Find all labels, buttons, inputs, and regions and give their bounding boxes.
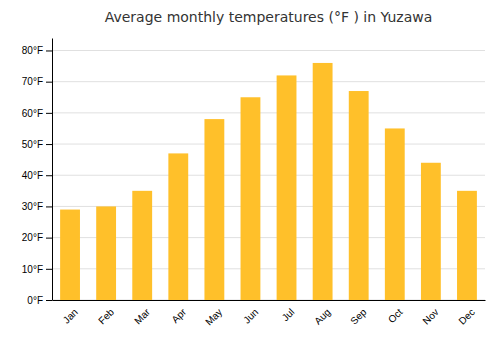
y-tick-label: 10°F <box>22 264 43 275</box>
y-tick: 10°F <box>22 264 52 275</box>
x-tick-label: Nov <box>420 306 440 326</box>
x-tick-label: Jan <box>61 306 80 325</box>
x-tick: Jul <box>280 306 297 323</box>
bar <box>349 91 369 300</box>
y-tick-mark <box>46 50 52 51</box>
x-tick: Jun <box>241 306 260 325</box>
bar <box>457 191 477 300</box>
y-axis-line <box>52 39 53 301</box>
x-tick-label: Aug <box>312 306 332 326</box>
bar <box>313 63 333 300</box>
y-tick-label: 40°F <box>22 170 43 181</box>
y-tick-label: 0°F <box>27 295 43 306</box>
y-tick-label: 50°F <box>22 139 43 150</box>
x-tick: Feb <box>96 306 116 326</box>
x-axis: Jan Feb Mar Apr May Jun Jul Aug Sep Oct Nov Dec <box>53 301 486 328</box>
bars <box>60 63 477 300</box>
x-tick: Oct <box>386 306 405 325</box>
y-tick-mark <box>46 238 52 239</box>
x-tick-label: Jun <box>241 306 260 325</box>
y-tick-label: 60°F <box>22 108 43 119</box>
grid-line <box>52 112 485 113</box>
y-tick-mark <box>46 82 52 83</box>
bar <box>421 163 441 300</box>
y-tick: 30°F <box>22 201 52 212</box>
grid-line <box>52 206 485 207</box>
y-tick-label: 70°F <box>22 76 43 87</box>
grid-line <box>52 175 485 176</box>
x-tick: Sep <box>348 306 369 327</box>
bar <box>277 75 297 300</box>
x-tick: Jan <box>61 306 80 325</box>
grid-line <box>52 237 485 238</box>
bar <box>241 97 261 300</box>
y-tick-label: 20°F <box>22 232 43 243</box>
y-tick-mark <box>46 175 52 176</box>
grid-line <box>52 144 485 145</box>
y-tick-mark <box>46 113 52 114</box>
grid-line <box>52 300 485 301</box>
x-tick-label: May <box>203 306 224 327</box>
grid-line <box>52 268 485 269</box>
x-tick: Aug <box>312 306 332 326</box>
y-tick: 70°F <box>22 76 52 87</box>
y-tick-label: 30°F <box>22 201 43 212</box>
y-tick: 60°F <box>22 108 52 119</box>
title: Average monthly temperatures (°F ) in Yu… <box>105 9 433 25</box>
y-tick-mark <box>46 206 52 207</box>
x-tick-label: Apr <box>169 306 188 325</box>
x-tick-label: Feb <box>96 306 116 326</box>
bar <box>60 210 80 300</box>
x-tick: May <box>203 306 224 327</box>
grid-line <box>52 50 485 51</box>
x-tick: Apr <box>169 306 188 325</box>
y-tick-mark <box>46 300 52 301</box>
y-tick: 80°F <box>22 45 52 56</box>
y-tick-label: 80°F <box>22 45 43 56</box>
y-tick: 20°F <box>22 232 52 243</box>
x-tick: Mar <box>132 306 152 326</box>
chart: 0°F 10°F 20°F 30°F 40°F 50°F 60°F 70°F 80°F Jan Fe… <box>0 0 500 350</box>
bar <box>385 128 405 300</box>
y-axis: 0°F 10°F 20°F 30°F 40°F 50°F 60°F 70°F 80°F <box>22 39 53 306</box>
x-tick-label: Mar <box>132 306 152 326</box>
bar <box>96 206 116 300</box>
x-axis-line <box>53 300 486 301</box>
x-tick-label: Dec <box>456 306 476 326</box>
y-tick-mark <box>46 144 52 145</box>
y-tick-mark <box>46 269 52 270</box>
grid-line <box>52 81 485 82</box>
grid <box>52 50 485 300</box>
plot: 0°F 10°F 20°F 30°F 40°F 50°F 60°F 70°F 80°F Jan Fe… <box>22 39 486 328</box>
x-tick: Nov <box>420 306 440 326</box>
x-tick-label: Oct <box>386 306 405 325</box>
x-tick: Dec <box>456 306 476 326</box>
bar <box>204 119 224 300</box>
bar <box>132 191 152 300</box>
y-tick: 50°F <box>22 139 52 150</box>
x-tick-label: Sep <box>348 306 369 327</box>
bar <box>168 153 188 300</box>
x-tick-label: Jul <box>280 306 297 323</box>
y-tick: 40°F <box>22 170 52 181</box>
y-tick: 0°F <box>27 295 52 306</box>
